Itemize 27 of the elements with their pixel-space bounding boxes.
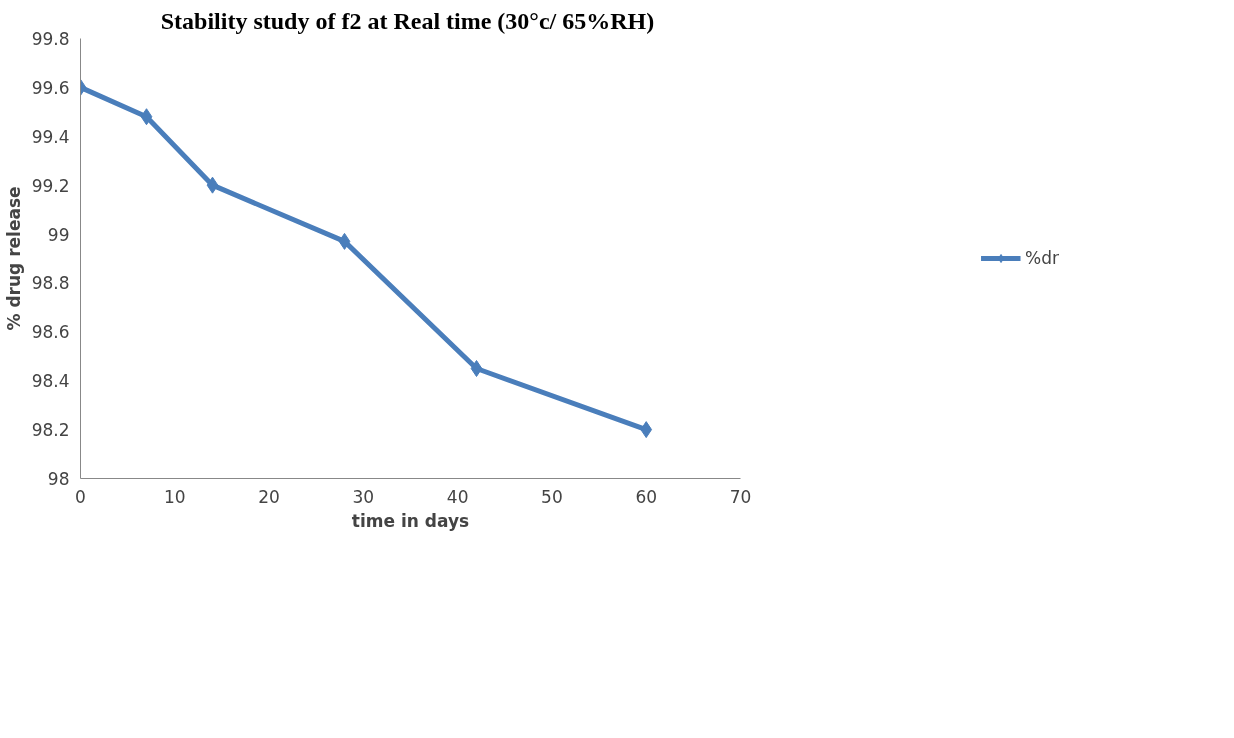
y-tick-label: 99.4 — [31, 126, 70, 147]
x-tick-label: 70 — [729, 486, 752, 507]
y-axis-title: % drug release — [3, 186, 24, 331]
x-tick-label: 60 — [635, 486, 658, 507]
x-axis-title: time in days — [351, 510, 470, 531]
y-tick-label: 98.2 — [31, 420, 70, 441]
chart-title: Stability study of f2 at Real time (30°c/ 65%RH) — [160, 7, 655, 34]
point — [338, 232, 351, 250]
y-tick-label: 99.6 — [31, 77, 70, 98]
y-tick-label: 99.8 — [31, 29, 70, 49]
point — [470, 360, 483, 377]
point — [206, 176, 219, 194]
y-tick-label: 98.4 — [31, 371, 70, 392]
y-tick-label: 99 — [47, 224, 70, 245]
x-tick-label: 0 — [75, 486, 86, 507]
x-tick-label: 20 — [258, 486, 280, 507]
point — [140, 108, 153, 126]
y-tick-label: 99.2 — [31, 175, 70, 196]
y-tick-label: 98.8 — [31, 273, 70, 294]
x-tick-label: 10 — [163, 486, 186, 507]
point — [640, 421, 653, 439]
legend-label: %dr — [1025, 248, 1059, 268]
x-tick-label: 50 — [541, 486, 563, 507]
x-tick-label: 40 — [446, 486, 469, 507]
y-tick-label: 98 — [47, 469, 70, 489]
x-tick-label: 30 — [352, 486, 375, 507]
y-tick-label: 98.6 — [31, 322, 70, 343]
